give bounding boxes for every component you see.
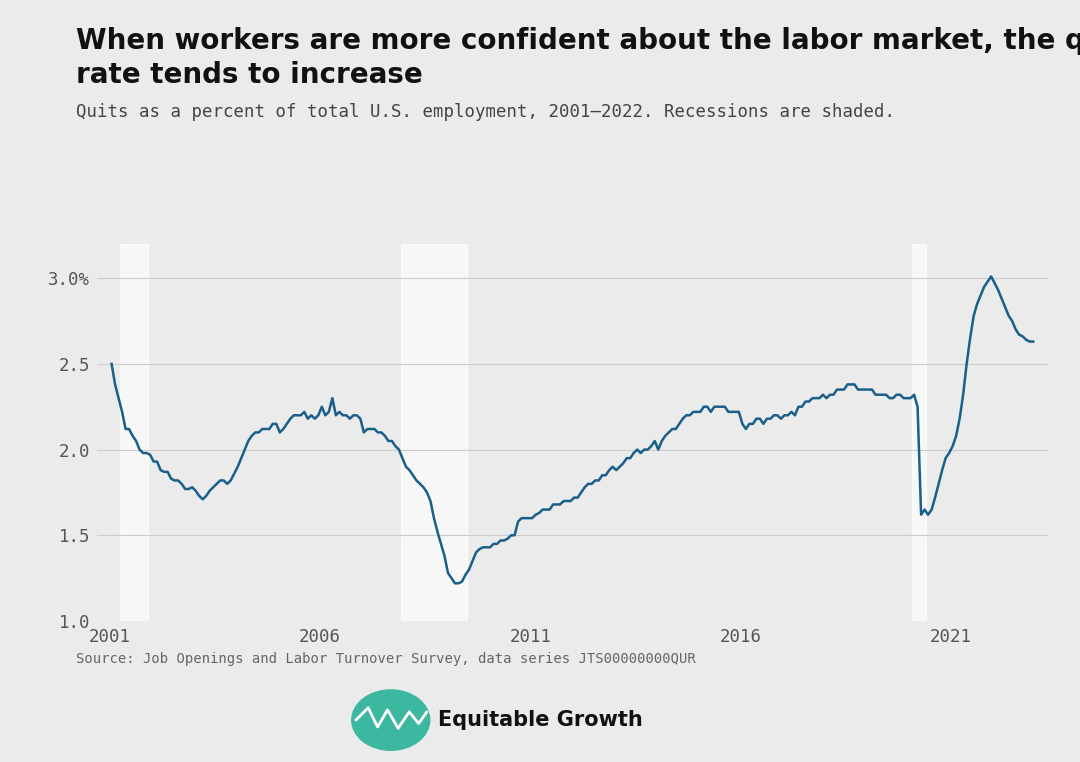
Text: Quits as a percent of total U.S. employment, 2001–2022. Recessions are shaded.: Quits as a percent of total U.S. employm… [76,103,894,121]
Text: Source: Job Openings and Labor Turnover Survey, data series JTS00000000QUR: Source: Job Openings and Labor Turnover … [76,652,696,665]
Bar [401,244,468,621]
Text: Equitable Growth: Equitable Growth [438,710,643,730]
Bar [120,244,148,621]
Bar [913,244,927,621]
Text: rate tends to increase: rate tends to increase [76,61,422,89]
Text: When workers are more confident about the labor market, the quits: When workers are more confident about th… [76,27,1080,55]
Ellipse shape [352,690,430,751]
